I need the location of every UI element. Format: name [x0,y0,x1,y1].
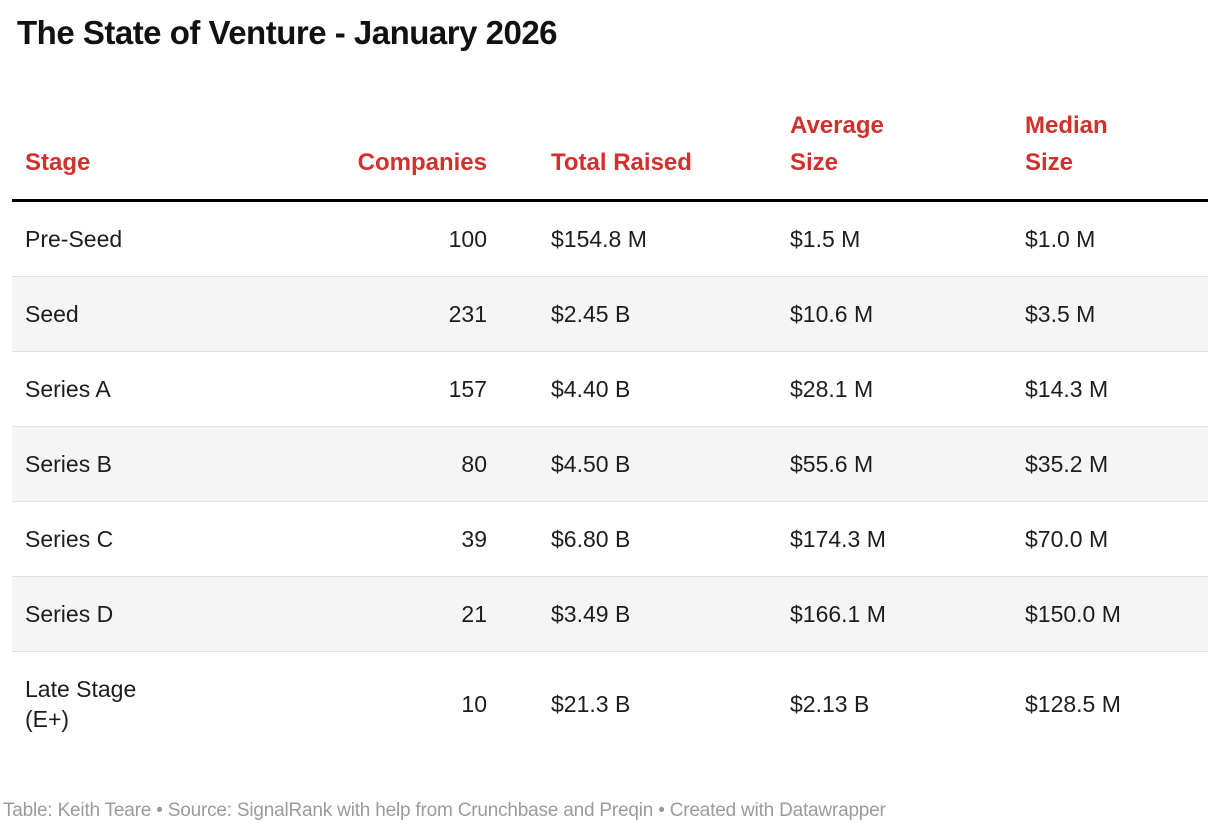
value-cell: $128.5 M [1025,691,1121,718]
table-body: Pre-Seed 100 $154.8 M $1.5 M $1.0 M Seed 231 $2… [12,200,1208,757]
stage-cell: Seed [25,301,79,328]
value-cell: 100 [448,226,487,253]
table-row: Seed 231 $2.45 B $10.6 M $3.5 M [12,276,1208,352]
value-cell: $150.0 M [1025,601,1121,628]
attribution-footer: Table: Keith Teare • Source: SignalRank … [3,800,886,822]
table-header: Stage Companies Total Raised Average Size Me… [12,107,1208,203]
value-cell: $166.1 M [790,601,886,628]
column-header-median-size: Median Size [1013,107,1208,203]
value-cell: 231 [448,301,487,328]
value-cell: 39 [461,526,487,553]
value-cell: $3.5 M [1025,301,1096,328]
value-cell: $4.50 B [551,451,631,478]
value-cell: 80 [461,451,487,478]
table-row: Series C 39 $6.80 B $174.3 M $70.0 M [12,501,1208,577]
value-cell: $10.6 M [790,301,874,328]
value-cell: $4.40 B [551,376,631,403]
value-cell: $6.80 B [551,526,631,553]
value-cell: $70.0 M [1025,526,1109,553]
column-header-total-raised: Total Raised [500,107,780,203]
venture-stage-table: Stage Companies Total Raised Average Size Me… [12,107,1208,757]
table-row: Series D 21 $3.49 B $166.1 M $150.0 M [12,576,1208,652]
page-title: The State of Venture - January 2026 [17,14,558,51]
value-cell: $1.0 M [1025,226,1096,253]
stage-cell: Series D [25,601,114,628]
stage-cell: Late Stage (E+) [25,676,137,733]
value-cell: $55.6 M [790,451,874,478]
column-header-companies: Companies [332,107,500,203]
value-cell: 10 [461,691,487,718]
stage-cell: Pre-Seed [25,226,123,253]
datawrapper-table-chart: The State of Venture - January 2026 Stag… [0,12,1220,832]
column-header-stage: Stage [12,107,332,203]
value-cell: $14.3 M [1025,376,1109,403]
value-cell: 157 [448,376,487,403]
table-row: Pre-Seed 100 $154.8 M $1.5 M $1.0 M [12,200,1208,277]
value-cell: $2.13 B [790,691,870,718]
stage-cell: Series C [25,526,114,553]
value-cell: $3.49 B [551,601,631,628]
table-row: Series B 80 $4.50 B $55.6 M $35.2 M [12,426,1208,502]
table-row: Late Stage (E+) 10 $21.3 B $2.13 B $128.5 M [12,651,1208,757]
stage-cell: Series B [25,451,112,478]
value-cell: $28.1 M [790,376,874,403]
value-cell: $174.3 M [790,526,886,553]
value-cell: $154.8 M [551,226,647,253]
value-cell: $21.3 B [551,691,631,718]
value-cell: $2.45 B [551,301,631,328]
value-cell: $1.5 M [790,226,861,253]
column-header-average-size: Average Size [780,107,1013,203]
table-row: Series A 157 $4.40 B $28.1 M $14.3 M [12,351,1208,427]
stage-cell: Series A [25,376,111,403]
table-header-row: Stage Companies Total Raised Average Size Me… [12,107,1208,203]
value-cell: 21 [461,601,487,628]
value-cell: $35.2 M [1025,451,1109,478]
